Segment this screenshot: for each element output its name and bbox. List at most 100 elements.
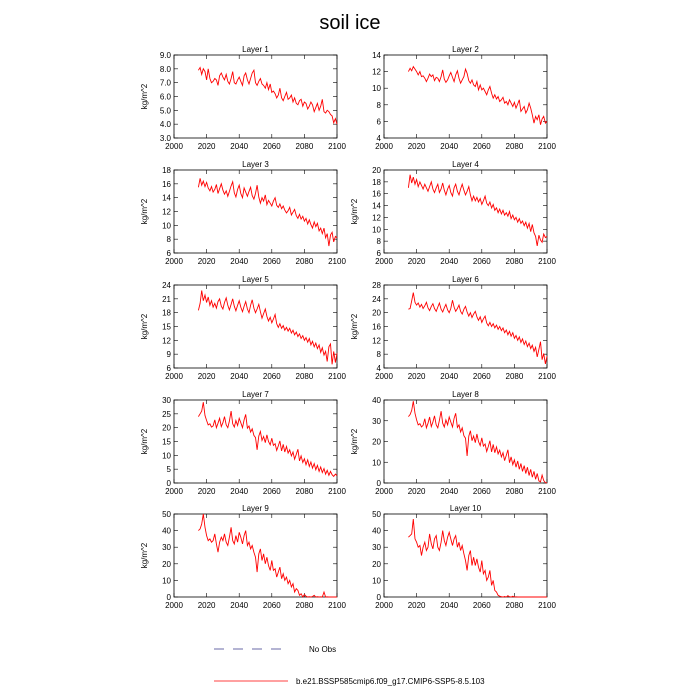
- panel-5: Layer 5 2000 2020 2040 2060 2080 2100 6 9 12 15 18 2…: [140, 275, 346, 381]
- y-axis-label: kg/m^2: [350, 313, 359, 339]
- panel-10: Layer 10 2000 2020 2040 2060 2080 2100 0 10 20 30 4…: [372, 504, 556, 610]
- panel-4: Layer 4 2000 2020 2040 2060 2080 2100 6 8 10 12 14 1…: [350, 160, 556, 266]
- y-tick-label: 4: [377, 364, 382, 373]
- series-line: [408, 292, 548, 364]
- y-tick-label: 40: [372, 396, 381, 405]
- series-line: [198, 402, 338, 478]
- panel-title: Layer 9: [242, 504, 269, 513]
- y-tick-label: 9: [167, 350, 172, 359]
- plot-frame: [173, 169, 338, 254]
- plot-frame: [383, 513, 548, 598]
- x-tick-label: 2020: [408, 487, 426, 496]
- panel-1: Layer 1 2000 2020 2040 2060 2080 2100 3.0 4.0 5.0…: [140, 45, 346, 151]
- x-tick-label: 2100: [538, 142, 556, 151]
- y-tick-label: 50: [162, 510, 171, 519]
- panel-title: Layer 7: [242, 390, 269, 399]
- y-tick-label: 8: [377, 237, 382, 246]
- y-tick-label: 3.0: [160, 134, 172, 143]
- series-line: [408, 518, 547, 598]
- x-tick-label: 2080: [296, 601, 314, 610]
- y-tick-label: 10: [372, 458, 381, 467]
- plot-frame: [383, 284, 548, 369]
- series-line: [407, 174, 548, 246]
- panel-9: Layer 9 2000 2020 2040 2060 2080 2100 0 10 20 30 40…: [140, 504, 346, 610]
- x-tick-label: 2000: [375, 257, 393, 266]
- panel-title: Layer 6: [452, 275, 479, 284]
- x-tick-label: 2020: [198, 601, 216, 610]
- y-tick-label: 25: [162, 410, 171, 419]
- x-tick-label: 2060: [473, 487, 491, 496]
- y-tick-label: 9.0: [160, 51, 172, 60]
- x-tick-label: 2080: [506, 257, 524, 266]
- y-tick-label: 20: [372, 166, 381, 175]
- y-tick-label: 0: [377, 593, 382, 602]
- y-tick-label: 20: [372, 309, 381, 318]
- y-tick-label: 6: [167, 364, 172, 373]
- x-tick-label: 2060: [473, 142, 491, 151]
- x-tick-label: 2060: [263, 142, 281, 151]
- x-tick-label: 2020: [198, 142, 216, 151]
- x-tick-label: 2100: [328, 142, 346, 151]
- x-tick-label: 2040: [230, 142, 248, 151]
- y-tick-label: 30: [372, 417, 381, 426]
- y-tick-label: 30: [162, 543, 171, 552]
- y-tick-label: 4.0: [160, 120, 172, 129]
- y-tick-label: 6: [377, 249, 382, 258]
- y-tick-label: 5: [167, 465, 172, 474]
- x-tick-label: 2000: [165, 142, 183, 151]
- panel-title: Layer 10: [450, 504, 482, 513]
- panel-3: Layer 3 2000 2020 2040 2060 2080 2100 6 8 10 12 14 1…: [140, 160, 346, 266]
- y-tick-label: 6: [377, 117, 382, 126]
- plot-frame: [173, 399, 338, 484]
- y-tick-label: 10: [372, 225, 381, 234]
- y-tick-label: 14: [372, 51, 381, 60]
- y-tick-label: 20: [372, 560, 381, 569]
- y-tick-label: 20: [372, 438, 381, 447]
- series-line: [407, 65, 548, 125]
- y-tick-label: 18: [162, 166, 171, 175]
- x-tick-label: 2040: [440, 372, 458, 381]
- y-tick-label: 18: [372, 178, 381, 187]
- x-tick-label: 2100: [538, 487, 556, 496]
- y-tick-label: 14: [162, 194, 171, 203]
- y-tick-label: 16: [162, 180, 171, 189]
- x-tick-label: 2020: [408, 142, 426, 151]
- y-axis-label: kg/m^2: [140, 83, 149, 109]
- y-axis-label: kg/m^2: [350, 198, 359, 224]
- legend-model-label: b.e21.BSSP585cmip6.f09_g17.CMIP6-SSP5-8.…: [296, 677, 485, 686]
- x-tick-label: 2000: [375, 487, 393, 496]
- y-tick-label: 12: [162, 336, 171, 345]
- y-tick-label: 15: [162, 323, 171, 332]
- x-tick-label: 2020: [198, 372, 216, 381]
- y-tick-label: 24: [162, 281, 171, 290]
- x-tick-label: 2000: [165, 487, 183, 496]
- x-tick-label: 2040: [230, 487, 248, 496]
- panel-7: Layer 7 2000 2020 2040 2060 2080 2100 0 5 10 15 20 2…: [140, 390, 346, 496]
- y-tick-label: 12: [372, 213, 381, 222]
- y-tick-label: 10: [162, 451, 171, 460]
- series-line: [198, 513, 337, 598]
- y-tick-label: 10: [372, 84, 381, 93]
- plot-frame: [383, 54, 548, 139]
- y-tick-label: 15: [162, 438, 171, 447]
- y-tick-label: 0: [167, 479, 172, 488]
- y-tick-label: 6.0: [160, 93, 172, 102]
- y-tick-label: 40: [162, 527, 171, 536]
- y-tick-label: 50: [372, 510, 381, 519]
- y-tick-label: 30: [372, 543, 381, 552]
- y-tick-label: 4: [377, 134, 382, 143]
- x-tick-label: 2080: [506, 601, 524, 610]
- panel-title: Layer 8: [452, 390, 479, 399]
- x-tick-label: 2000: [375, 601, 393, 610]
- y-tick-label: 10: [162, 221, 171, 230]
- x-tick-label: 2000: [165, 372, 183, 381]
- x-tick-label: 2060: [473, 601, 491, 610]
- y-tick-label: 0: [377, 479, 382, 488]
- y-tick-label: 21: [162, 295, 171, 304]
- y-tick-label: 6: [167, 249, 172, 258]
- series-line: [197, 178, 338, 247]
- x-tick-label: 2060: [263, 372, 281, 381]
- x-tick-label: 2060: [263, 487, 281, 496]
